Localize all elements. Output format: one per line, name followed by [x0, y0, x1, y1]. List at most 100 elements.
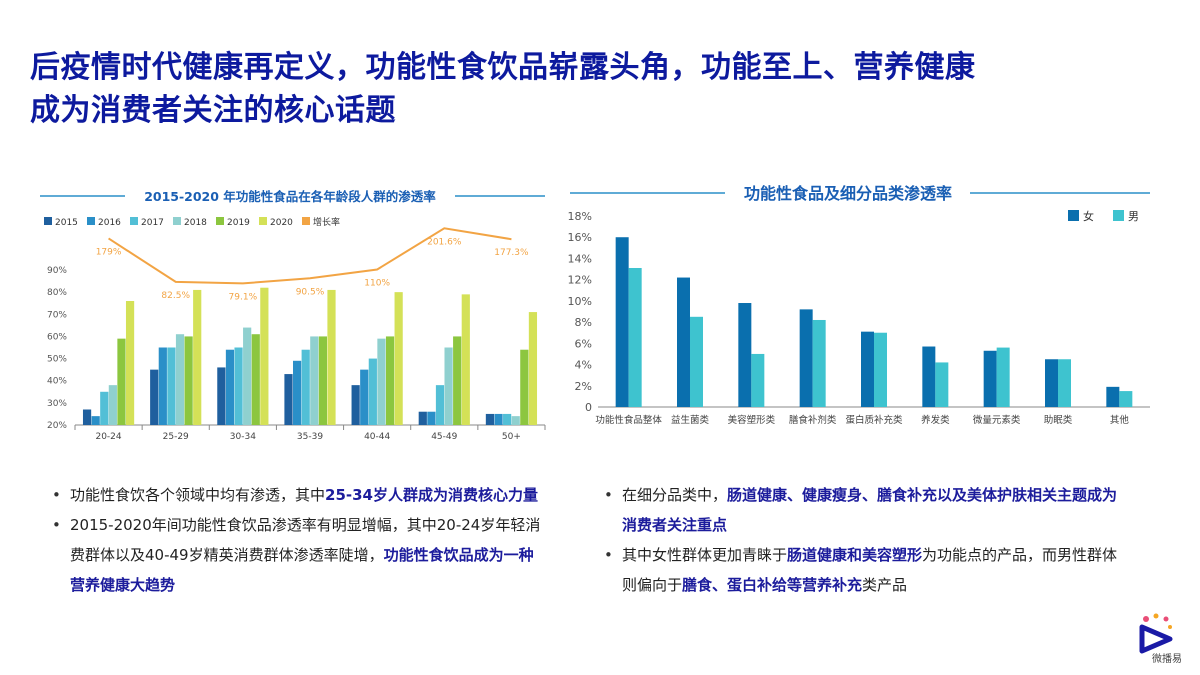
bar [996, 347, 1010, 407]
legend-label: 2016 [98, 218, 121, 228]
x-tick-label: 蛋白质补充类 [845, 414, 903, 426]
bar [677, 277, 690, 407]
page-title-line-2: 成为消费者关注的核心话题 [30, 93, 396, 128]
y-tick-label: 40% [47, 377, 67, 387]
weiboyi-logo-icon [1139, 613, 1173, 654]
bar [812, 319, 826, 407]
growth-rate-label: 179% [96, 247, 122, 257]
bar [385, 336, 395, 425]
bar [1045, 359, 1058, 407]
bar [360, 369, 369, 425]
y-tick-label: 2% [575, 380, 592, 393]
bar [301, 349, 310, 425]
bullet-text: 类产品 [862, 576, 908, 594]
bar [91, 416, 100, 425]
x-tick-label: 40-44 [364, 432, 390, 442]
bar [327, 289, 336, 425]
bar [117, 338, 126, 425]
y-tick-label: 4% [575, 359, 592, 372]
y-tick-label: 6% [575, 337, 592, 350]
bar [100, 391, 109, 425]
y-tick-label: 16% [568, 231, 592, 244]
x-tick-label: 50+ [502, 432, 521, 442]
y-tick-label: 18% [568, 210, 592, 223]
bar [1106, 386, 1120, 407]
y-tick-label: 30% [47, 399, 67, 409]
legend-swatch [216, 217, 224, 225]
legend-label: 增长率 [313, 216, 340, 228]
y-tick-label: 0 [585, 401, 592, 414]
y-tick-label: 80% [47, 288, 67, 298]
legend-swatch [302, 217, 310, 225]
bar [251, 334, 260, 425]
y-tick-label: 60% [47, 332, 67, 342]
legend-swatch [1113, 210, 1124, 221]
legend-swatch [173, 217, 181, 225]
bar [167, 347, 176, 425]
bullet-highlight: 膳食、蛋白补给等营养补充 [682, 576, 863, 594]
bar [193, 289, 202, 425]
bar [690, 316, 703, 407]
bullet-text: 为功能点的产品，而男性群体则偏向于 [622, 546, 1118, 594]
bar [150, 369, 159, 425]
bar [494, 413, 503, 425]
growth-rate-label: 110% [364, 279, 390, 289]
x-tick-label: 助眠类 [1044, 414, 1073, 426]
bullet-text: 其中女性群体更加青睐于 [622, 546, 788, 564]
bullet-item: 功能性食饮各个领域中均有渗透，其中25-34岁人群成为消费核心力量 [48, 480, 548, 510]
bar [738, 303, 752, 407]
bar [318, 336, 327, 425]
bar [1119, 391, 1133, 407]
bar [108, 385, 117, 425]
bar [394, 292, 403, 425]
bar [453, 336, 462, 425]
y-tick-label: 12% [568, 274, 592, 287]
bullet-text: 功能性食饮各个领域中均有渗透，其中 [70, 486, 326, 504]
x-tick-label: 25-29 [163, 432, 189, 442]
legend-label: 2015 [55, 218, 78, 228]
bar [293, 360, 302, 425]
bar [751, 353, 765, 407]
bar [461, 294, 470, 425]
bar [503, 413, 512, 425]
x-tick-label: 养发类 [921, 414, 950, 426]
chart-title: 功能性食品及细分品类渗透率 [744, 184, 952, 203]
bar [922, 346, 936, 407]
legend-swatch [87, 217, 95, 225]
bar [351, 385, 360, 425]
x-tick-label: 膳食补剂类 [789, 414, 837, 426]
age-penetration-chart: 2015-2020 年功能性食品在各年龄段人群的渗透率 2015 2016 2017 2… [40, 189, 546, 442]
bullet-highlight: 25-34岁人群成为消费核心力量 [325, 486, 538, 504]
x-tick-label: 30-34 [230, 432, 256, 442]
bar [225, 349, 235, 425]
bar [799, 309, 813, 407]
bar [520, 349, 529, 425]
bar [234, 347, 243, 425]
legend-label: 2018 [184, 218, 207, 228]
bar [935, 362, 949, 407]
bar [983, 350, 997, 407]
bullet-item: 在细分品类中，肠道健康、健康瘦身、膳食补充以及美体护肤相关主题成为消费者关注重点 [600, 480, 1120, 540]
legend-label: 2017 [141, 218, 164, 228]
growth-rate-line [108, 227, 512, 285]
bar [435, 385, 445, 425]
bar [217, 367, 226, 425]
bar [175, 334, 185, 425]
bullet-item: 2015-2020年间功能性食饮品渗透率有明显增幅，其中20-24岁年轻消费群体… [48, 510, 548, 600]
legend-swatch [259, 217, 267, 225]
y-tick-label: 50% [47, 355, 67, 365]
bullet-item: 其中女性群体更加青睐于肠道健康和美容塑形为功能点的产品，而男性群体则偏向于膳食、… [600, 540, 1120, 600]
bar [377, 338, 386, 425]
bullet-highlight: 肠道健康、健康瘦身、膳食补充以及美体护肤相关主题成为消费者关注重点 [622, 486, 1118, 534]
growth-rate-label: 79.1% [229, 292, 258, 302]
bar [284, 374, 293, 425]
bar [418, 411, 427, 425]
growth-rate-label: 82.5% [161, 291, 190, 301]
y-tick-label: 70% [47, 310, 67, 320]
bar [874, 332, 887, 407]
bullet-text: 2015-2020年间功能性食饮品渗透率有明显增幅，其中20-24岁年轻消费群体… [70, 516, 541, 564]
bar [158, 347, 167, 425]
y-tick-label: 90% [47, 266, 67, 276]
x-tick-label: 35-39 [297, 432, 323, 442]
